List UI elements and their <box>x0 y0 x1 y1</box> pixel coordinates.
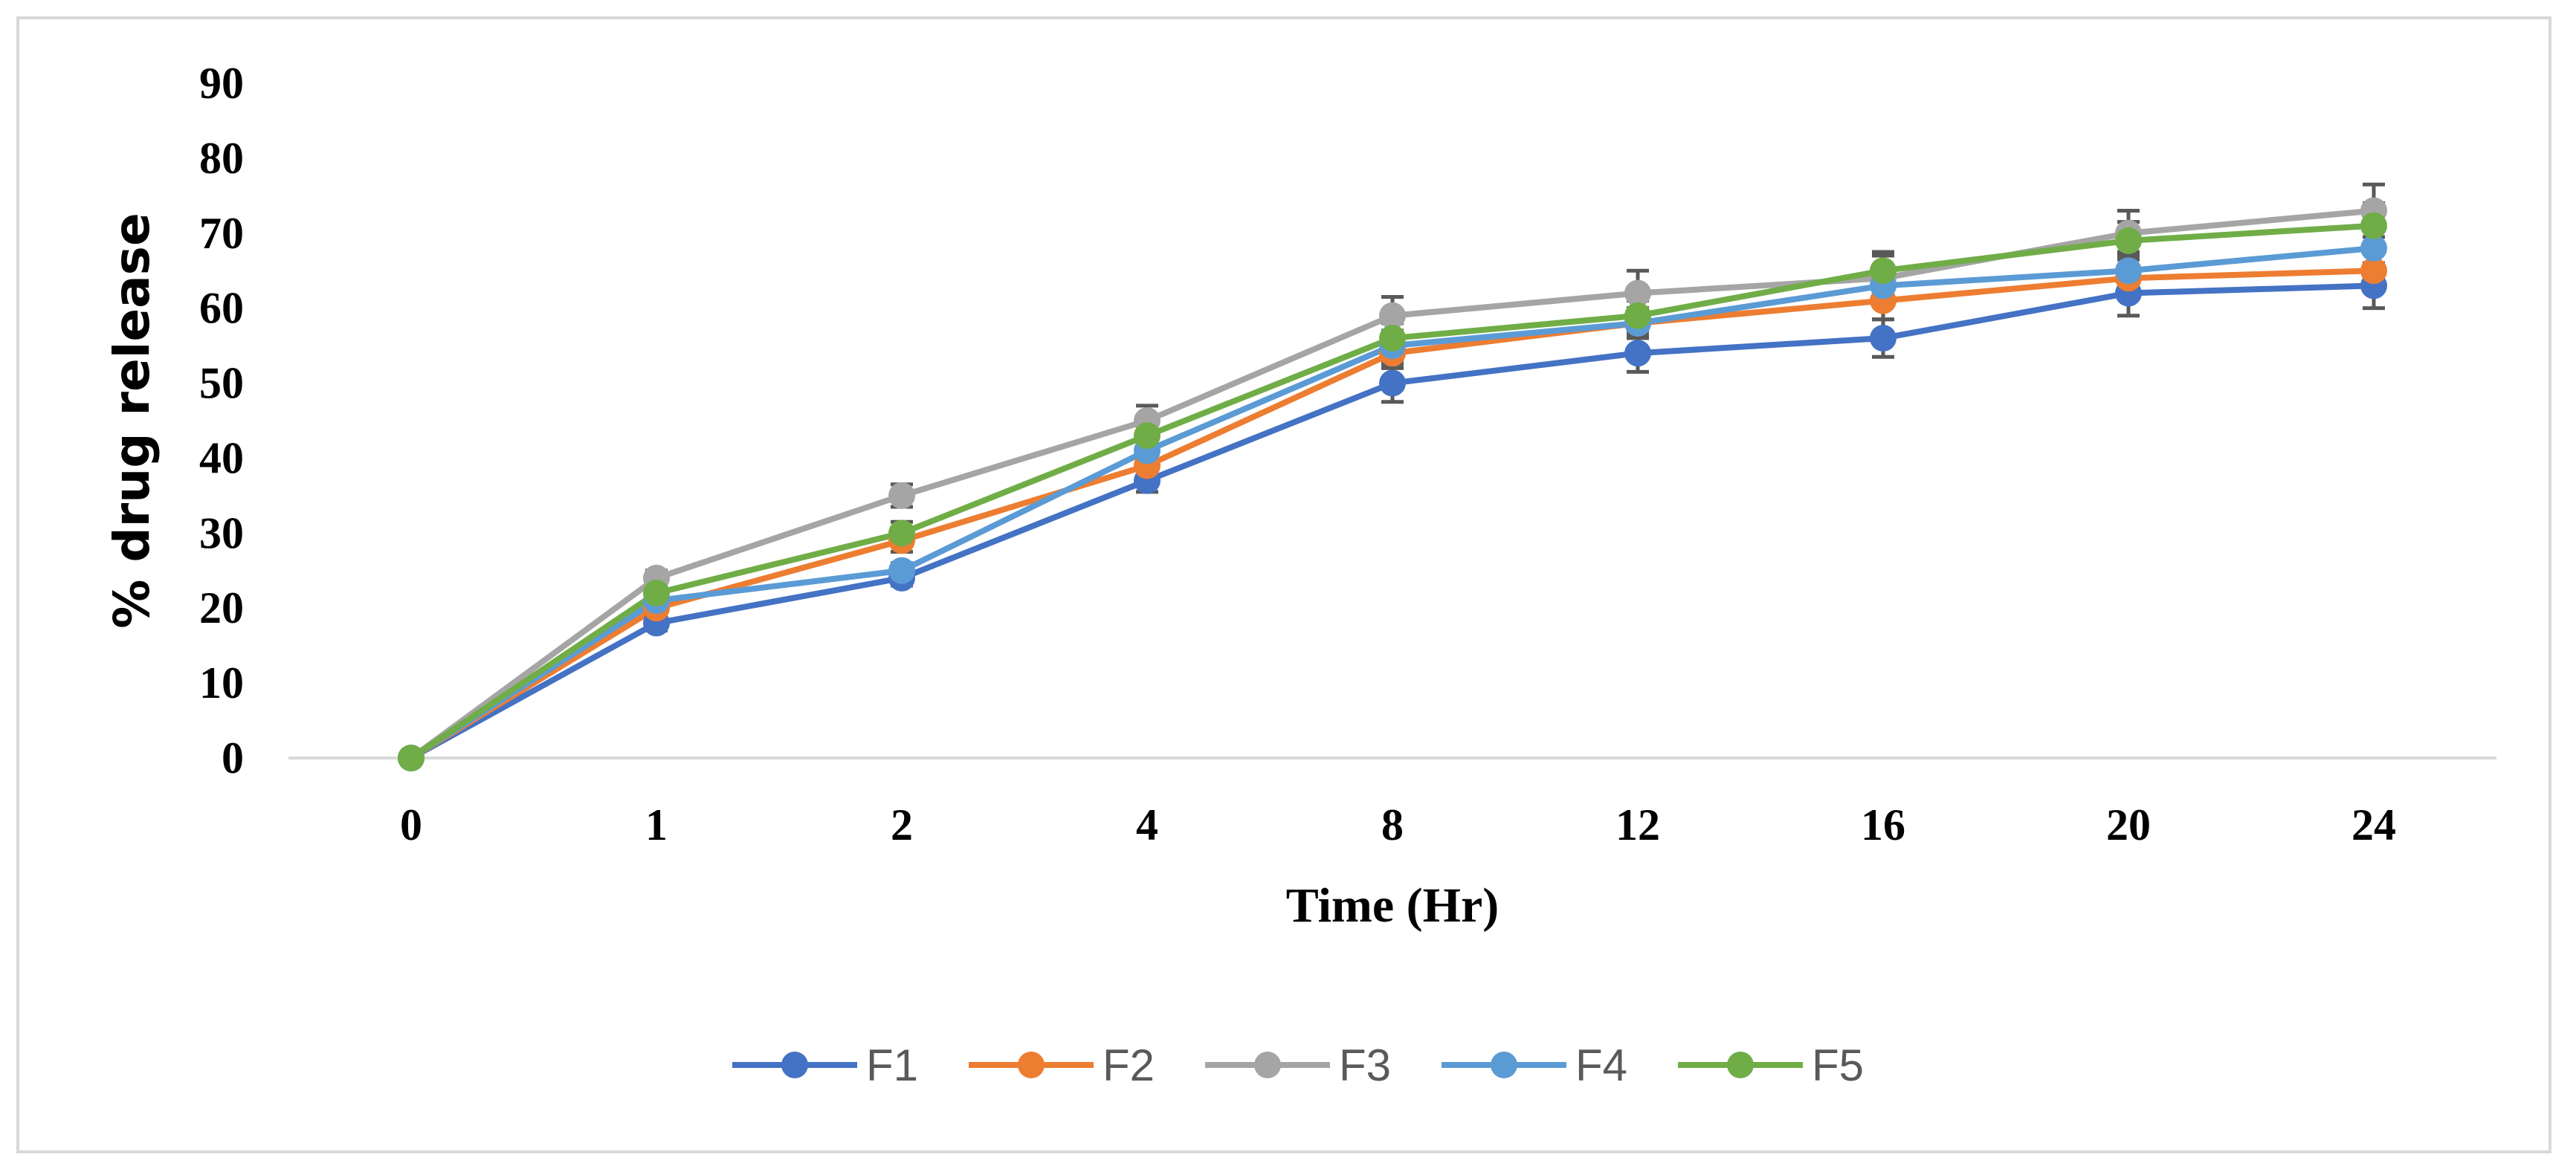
x-tick-label: 16 <box>1861 800 1905 849</box>
data-point-f5 <box>1624 302 1651 329</box>
legend-label: F1 <box>866 1040 918 1090</box>
y-tick-label: 10 <box>199 658 244 707</box>
data-point-f4 <box>888 557 915 584</box>
data-point-f1 <box>1624 340 1651 367</box>
data-point-f4 <box>2115 257 2142 285</box>
x-tick-label: 20 <box>2106 800 2151 849</box>
x-tick-label: 12 <box>1615 800 1660 849</box>
data-point-f5 <box>1134 422 1161 450</box>
series-line-f3 <box>409 207 2375 761</box>
data-point-f5 <box>1870 257 1897 285</box>
data-point-f5 <box>888 519 915 547</box>
y-tick-label: 0 <box>222 734 244 783</box>
legend-marker <box>1018 1052 1045 1078</box>
x-tick-label: 24 <box>2351 800 2396 849</box>
series-points <box>398 197 2387 771</box>
legend-marker <box>1491 1052 1517 1078</box>
legend-item-f3: F3 <box>1205 1040 1391 1090</box>
chart-frame <box>16 16 2551 1153</box>
legend-marker <box>1254 1052 1281 1078</box>
data-point-f5 <box>2360 212 2387 239</box>
legend-item-f5: F5 <box>1678 1040 1864 1090</box>
legend-marker <box>781 1052 808 1078</box>
legend: F1 F2 F3 F4 F5 <box>732 1040 1864 1090</box>
y-tick-label: 30 <box>199 508 244 557</box>
y-axis-title: % drug release <box>103 213 161 628</box>
y-tick-label: 20 <box>199 583 244 632</box>
legend-item-f1: F1 <box>732 1040 918 1090</box>
data-point-f4 <box>2360 234 2387 262</box>
x-tick-label: 2 <box>891 800 913 849</box>
y-tick-label: 50 <box>199 359 244 408</box>
legend-item-f2: F2 <box>969 1040 1155 1090</box>
x-tick-label: 4 <box>1136 800 1158 849</box>
legend-item-f4: F4 <box>1442 1040 1627 1090</box>
data-point-f3 <box>1379 302 1406 329</box>
data-point-f3 <box>888 482 915 509</box>
data-point-f1 <box>1379 369 1406 397</box>
x-axis-title: Time (Hr) <box>1286 878 1500 933</box>
series-lines <box>409 207 2375 761</box>
data-point-f5 <box>2115 227 2142 254</box>
legend-label: F4 <box>1575 1040 1627 1090</box>
x-tick-label: 0 <box>400 800 422 849</box>
y-tick-label: 40 <box>199 433 244 482</box>
y-tick-label: 60 <box>199 284 244 333</box>
data-point-f1 <box>1870 325 1897 352</box>
legend-marker <box>1727 1052 1754 1078</box>
data-point-f5 <box>398 745 425 771</box>
data-point-f2 <box>2360 257 2387 285</box>
y-tick-label: 90 <box>199 59 244 108</box>
data-point-f5 <box>1379 325 1406 352</box>
legend-label: F2 <box>1103 1040 1155 1090</box>
data-point-f3 <box>1624 279 1651 307</box>
x-tick-label: 8 <box>1381 800 1404 849</box>
y-tick-label: 80 <box>199 134 244 183</box>
x-tick-label: 1 <box>645 800 668 849</box>
legend-label: F3 <box>1339 1040 1391 1090</box>
data-point-f5 <box>643 580 670 607</box>
y-tick-label: 70 <box>199 209 244 258</box>
legend-label: F5 <box>1812 1040 1864 1090</box>
